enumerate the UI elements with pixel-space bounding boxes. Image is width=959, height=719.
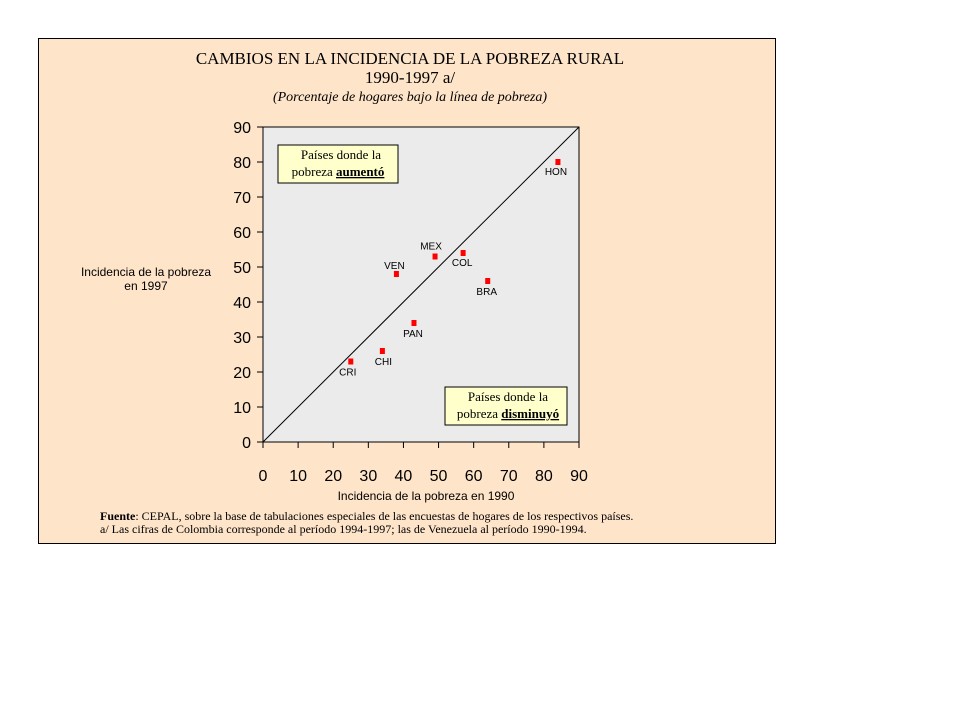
point-label: MEX bbox=[420, 242, 442, 253]
y-tick-label: 80 bbox=[233, 155, 251, 172]
point bbox=[411, 320, 417, 326]
source-label: Fuente bbox=[100, 509, 136, 523]
point-label: BRA bbox=[476, 287, 497, 298]
point-label: VEN bbox=[384, 261, 405, 272]
y-tick-label: 10 bbox=[233, 400, 251, 417]
annotation: pobreza aumentó bbox=[292, 164, 385, 179]
annotation-box bbox=[277, 144, 399, 184]
annotation: Países donde la bbox=[468, 389, 548, 404]
y-tick-label: 90 bbox=[233, 120, 251, 137]
source: Fuente: CEPAL, sobre la base de tabulaci… bbox=[100, 509, 633, 523]
x-tick-label: 60 bbox=[465, 468, 483, 485]
x-tick-label: 20 bbox=[324, 468, 342, 485]
x-tick-label: 40 bbox=[395, 468, 413, 485]
annotation-emphasis: aumentó bbox=[336, 164, 384, 179]
x-tick-label: 90 bbox=[570, 468, 588, 485]
note: a/ Las cifras de Colombia corresponde al… bbox=[100, 522, 587, 536]
chart-subtitle: 1990-1997 a/ bbox=[365, 68, 455, 87]
chart-caption: (Porcentaje de hogares bajo la línea de … bbox=[273, 90, 547, 105]
point-label: HON bbox=[545, 167, 567, 178]
x-axis-label: Incidencia de la pobreza en 1990 bbox=[338, 489, 515, 503]
y-tick-label: 50 bbox=[233, 260, 251, 277]
chart-title: CAMBIOS EN LA INCIDENCIA DE LA POBREZA R… bbox=[196, 49, 624, 68]
x-tick-label: 30 bbox=[359, 468, 377, 485]
y-tick-label: 60 bbox=[233, 225, 251, 242]
point bbox=[393, 271, 399, 277]
annotation-emphasis: disminuyó bbox=[501, 406, 559, 421]
point bbox=[432, 253, 438, 260]
point-label: COL bbox=[452, 258, 473, 269]
annotation-box bbox=[444, 386, 568, 426]
x-tick-label: 70 bbox=[500, 468, 518, 485]
annotation: Países donde la bbox=[301, 147, 381, 162]
annotation: pobreza disminuyó bbox=[457, 406, 559, 421]
point bbox=[348, 358, 354, 365]
annotation-text: pobreza bbox=[292, 164, 333, 179]
y-tick-label: 30 bbox=[233, 330, 251, 347]
point bbox=[555, 159, 561, 165]
point bbox=[460, 250, 466, 256]
annotation-text: pobreza bbox=[457, 406, 498, 421]
diagonal-line bbox=[262, 126, 580, 443]
y-tick-label: 70 bbox=[233, 190, 251, 207]
x-tick-label: 80 bbox=[535, 468, 553, 485]
y-tick-label: 0 bbox=[242, 435, 251, 452]
source-text: : CEPAL, sobre la base de tabulaciones e… bbox=[135, 509, 633, 523]
point-label: CRI bbox=[339, 368, 356, 379]
y-axis-label: en 1997 bbox=[124, 279, 168, 293]
x-tick-label: 50 bbox=[430, 468, 448, 485]
y-axis-label: Incidencia de la pobreza bbox=[81, 265, 211, 279]
x-tick-label: 10 bbox=[289, 468, 307, 485]
y-tick-label: 20 bbox=[233, 365, 251, 382]
point bbox=[485, 278, 491, 284]
point-label: PAN bbox=[403, 329, 423, 340]
y-tick-label: 40 bbox=[233, 295, 251, 312]
point bbox=[379, 348, 385, 354]
x-tick-label: 0 bbox=[259, 468, 268, 485]
point-label: CHI bbox=[375, 357, 392, 368]
